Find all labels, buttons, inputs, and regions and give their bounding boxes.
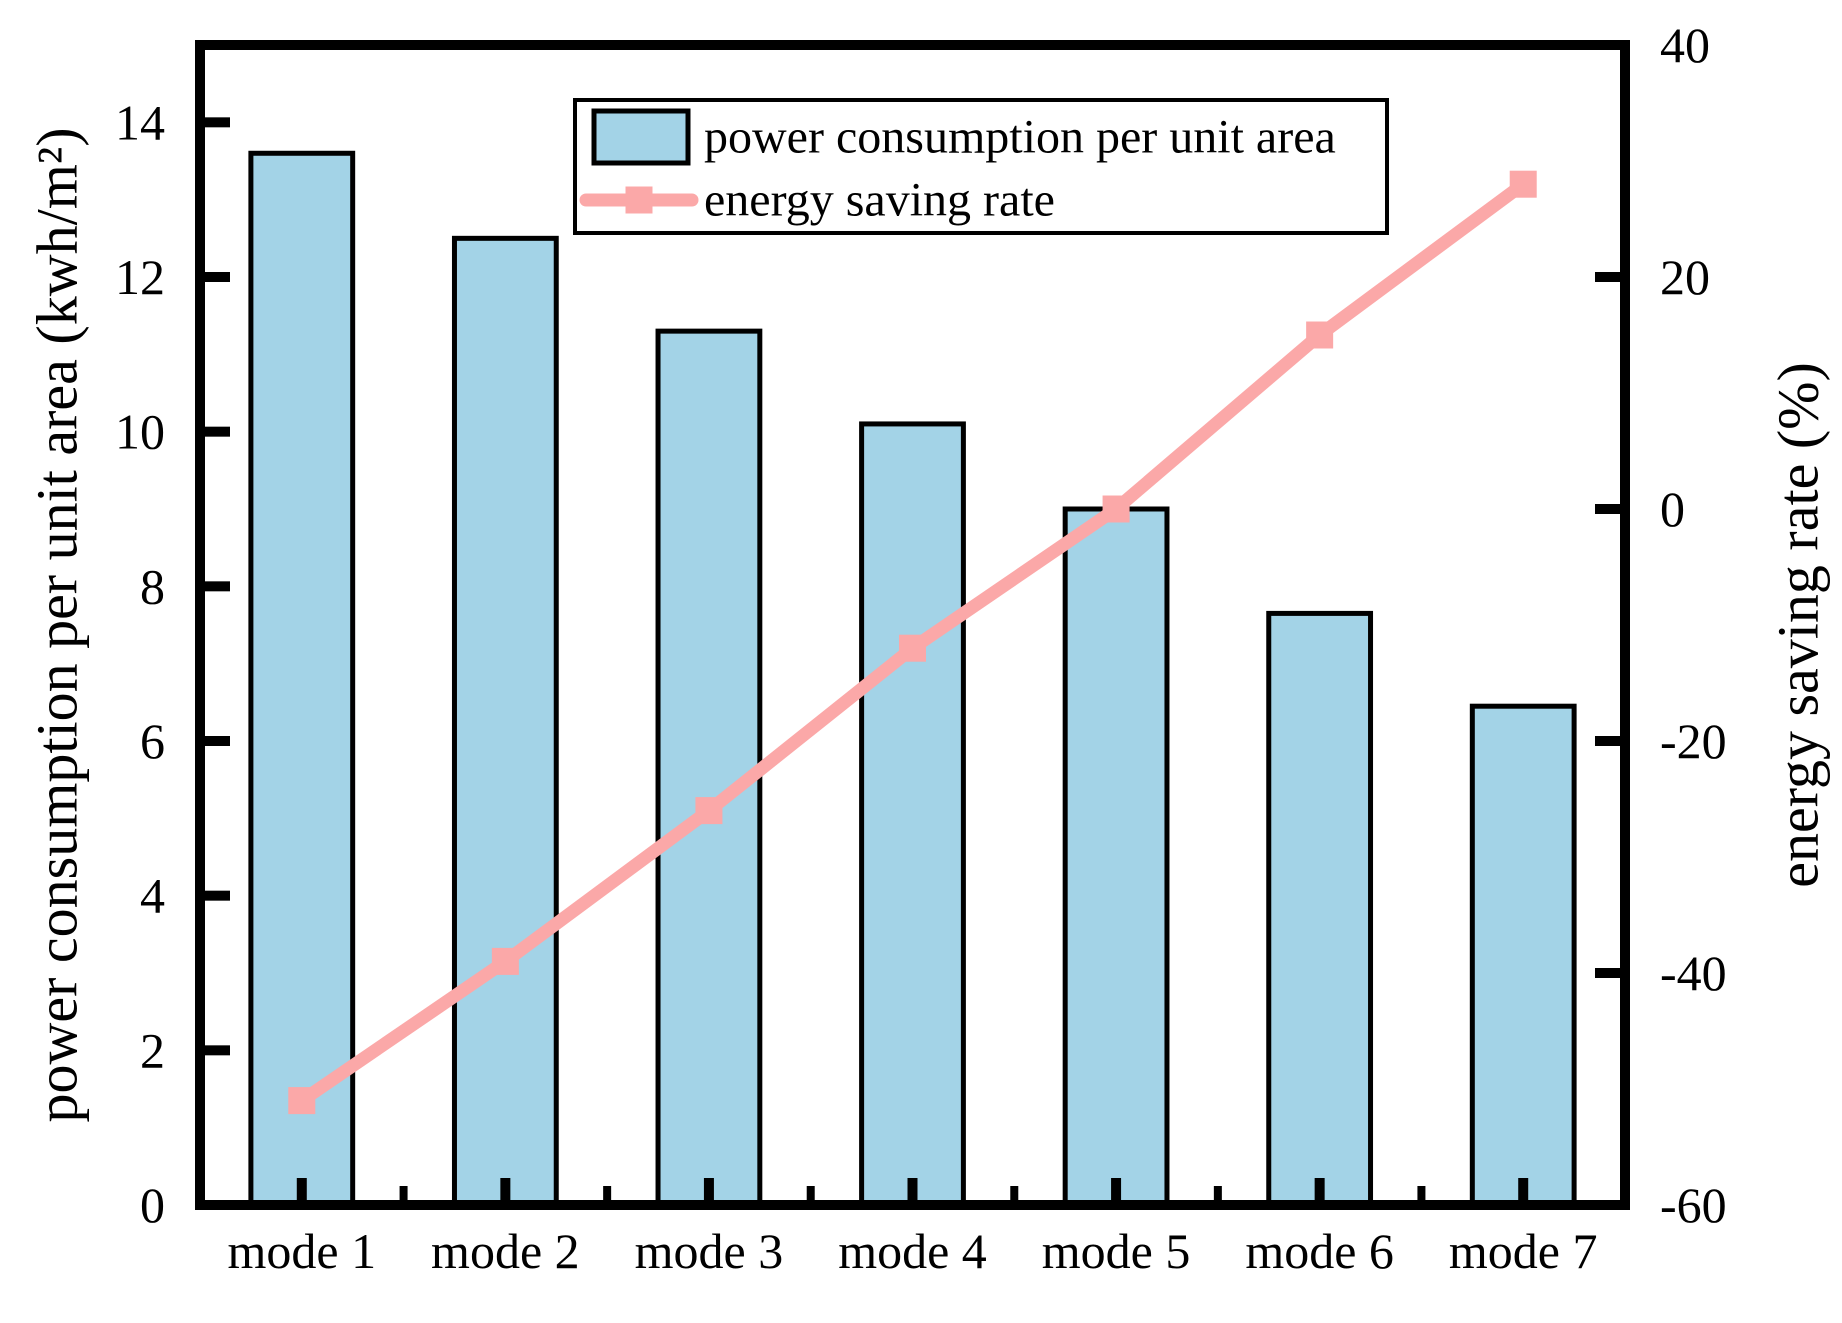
bar-mode-1 (248, 150, 356, 1208)
left-tick-label-12: 12 (115, 249, 165, 305)
right-tick-label-20: 20 (1660, 249, 1710, 305)
left-tick-10 (204, 426, 230, 437)
left-tick-label-14: 14 (115, 94, 165, 150)
x-major-tick (500, 1178, 511, 1200)
legend-label-energy-saving: energy saving rate (704, 174, 1055, 227)
line-marker-mode-6 (1306, 321, 1334, 349)
left-tick-4 (204, 890, 230, 901)
x-tick-label-mode-7: mode 7 (1449, 1223, 1598, 1279)
right-tick-label--20: -20 (1660, 713, 1727, 769)
legend-bar-swatch (591, 108, 691, 166)
x-minor-tick (1417, 1186, 1426, 1200)
x-major-tick (1518, 1178, 1529, 1200)
left-tick-14 (204, 117, 230, 128)
x-major-tick (1314, 1178, 1325, 1200)
x-major-tick (296, 1178, 307, 1200)
left-tick-label-0: 0 (140, 1177, 165, 1233)
right-tick-label-0: 0 (1660, 481, 1685, 537)
plot-border (195, 40, 1630, 1210)
legend-marker-swatch (625, 186, 653, 214)
x-major-tick (907, 1178, 918, 1200)
left-tick-label-2: 2 (140, 1022, 165, 1078)
left-tick-label-6: 6 (140, 713, 165, 769)
right-tick--40 (1595, 968, 1621, 978)
line-marker-mode-3 (695, 797, 723, 825)
bar-mode-4 (859, 421, 966, 1208)
x-minor-tick (399, 1186, 408, 1200)
x-tick-label-mode-6: mode 6 (1245, 1223, 1394, 1279)
x-minor-tick (806, 1186, 815, 1200)
x-tick-label-mode-1: mode 1 (227, 1223, 376, 1279)
right-axis-title: energy saving rate (%) (1766, 362, 1831, 888)
line-marker-mode-2 (491, 947, 519, 975)
x-minor-tick (1010, 1186, 1019, 1200)
left-tick-8 (204, 581, 230, 592)
legend-label-power-consumption: power consumption per unit area (704, 111, 1336, 164)
line-marker-mode-5 (1102, 495, 1130, 523)
right-tick--20 (1595, 736, 1621, 746)
left-axis-title: power consumption per unit area (kwh/m²) (25, 127, 90, 1122)
x-minor-tick (1213, 1186, 1222, 1200)
left-tick-label-8: 8 (140, 558, 165, 614)
x-major-tick (1111, 1178, 1122, 1200)
right-tick-label--40: -40 (1660, 945, 1727, 1001)
left-tick-2 (204, 1045, 230, 1056)
x-tick-label-mode-4: mode 4 (838, 1223, 987, 1279)
bar-mode-5 (1062, 506, 1170, 1208)
left-tick-12 (204, 272, 230, 282)
x-tick-label-mode-2: mode 2 (431, 1223, 580, 1279)
bar-mode-2 (451, 235, 559, 1208)
right-tick-20 (1595, 272, 1621, 282)
bar-mode-6 (1266, 610, 1374, 1208)
right-tick-label--60: -60 (1660, 1177, 1727, 1233)
line-marker-mode-4 (899, 634, 926, 662)
x-tick-label-mode-3: mode 3 (635, 1223, 784, 1279)
x-minor-tick (603, 1186, 612, 1200)
left-tick-label-10: 10 (115, 404, 165, 460)
right-tick-0 (1595, 504, 1621, 514)
right-tick-label-40: 40 (1660, 17, 1710, 73)
line-marker-mode-7 (1509, 170, 1537, 198)
left-tick-6 (204, 736, 230, 746)
line-marker-mode-1 (288, 1087, 316, 1115)
bar-mode-7 (1469, 703, 1577, 1208)
x-tick-label-mode-5: mode 5 (1042, 1223, 1191, 1279)
bar-mode-3 (655, 328, 763, 1208)
legend-box (573, 98, 1389, 235)
x-major-tick (703, 1178, 714, 1200)
left-tick-label-4: 4 (140, 868, 165, 924)
